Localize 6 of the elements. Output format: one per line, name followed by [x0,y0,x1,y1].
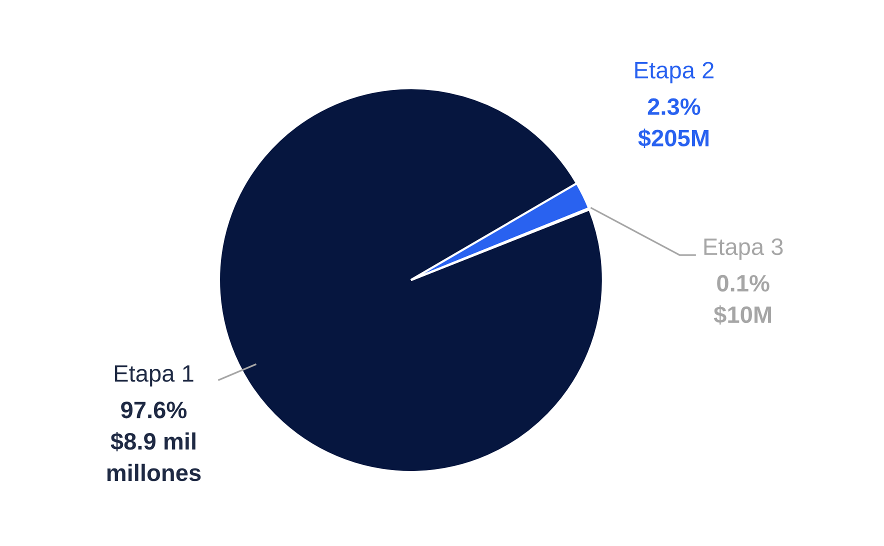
slice-label: Etapa 1 [114,365,194,387]
slice-label: Etapa 3 [704,238,783,260]
data-label: 0.1% $10M [714,274,772,325]
data-label: 2.3% $205M [638,98,708,148]
data-label: 97.6% $8.9 mil millones [107,402,201,482]
slice-label: Etapa 2 [635,62,714,84]
